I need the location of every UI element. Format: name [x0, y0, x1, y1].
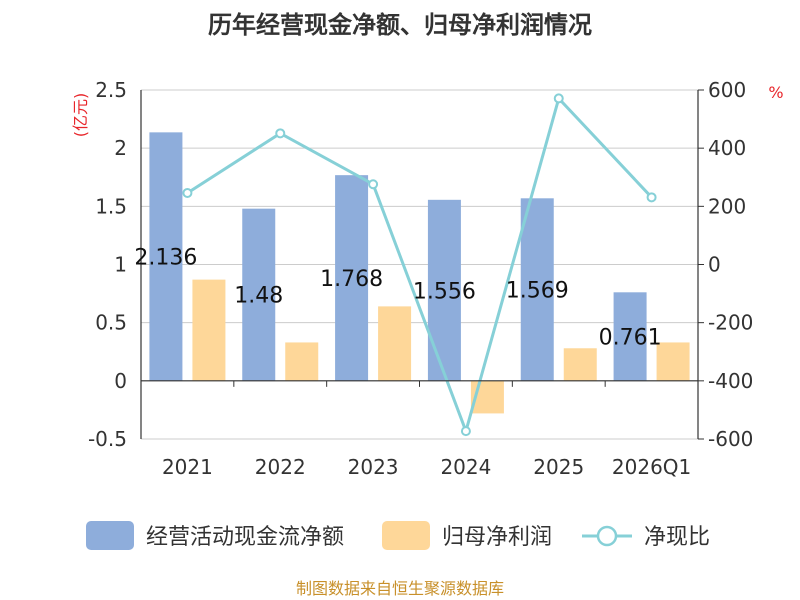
ratio-point [646, 192, 657, 203]
left-tick-label: -0.5 [88, 427, 127, 451]
left-tick-label: 2 [114, 136, 127, 160]
bar-data-label: 1.556 [413, 279, 476, 304]
ratio-point [553, 93, 564, 104]
right-tick-label: -200 [708, 311, 753, 335]
left-tick-label: 0 [114, 369, 127, 393]
tick-labels: 2.5 2 1.5 1 0.5 0 -0.5 600 400 200 0 -200 -400 -600 20… [88, 78, 753, 479]
right-tick-label: -400 [708, 369, 753, 393]
legend-marker-ratio [596, 525, 618, 547]
legend-swatch-profit [382, 521, 430, 550]
axes [140, 89, 704, 440]
left-axis-unit: (亿元) [71, 93, 90, 138]
ratio-point [368, 179, 379, 190]
bar-data-label: 2.136 [134, 246, 197, 271]
x-tick-label: 2024 [440, 455, 491, 479]
right-tick-label: 400 [708, 136, 746, 160]
bar [520, 198, 554, 381]
bars [149, 132, 690, 414]
legend-label-profit: 归母净利润 [442, 525, 552, 550]
ratio-point [460, 426, 471, 437]
bar-data-label: 0.761 [599, 326, 662, 351]
bar [563, 348, 597, 381]
legend: 经营活动现金流净额 归母净利润 净现比 [86, 521, 710, 550]
right-tick-label: 200 [708, 194, 746, 218]
right-axis-unit: % [768, 83, 783, 102]
ratio-line-path [186, 95, 653, 436]
x-tick-label: 2023 [348, 455, 399, 479]
right-tick-label: 600 [708, 78, 746, 102]
bar-data-label: 1.569 [506, 279, 569, 304]
x-tick-label: 2025 [533, 455, 584, 479]
x-tick-label: 2021 [162, 455, 213, 479]
ratio-point [182, 187, 193, 198]
left-tick-label: 1.5 [95, 194, 127, 218]
bar [149, 132, 183, 381]
bar [656, 342, 690, 381]
bar-data-label: 1.48 [234, 284, 283, 309]
legend-label-cashflow: 经营活动现金流净额 [146, 525, 344, 550]
bar [427, 199, 461, 381]
ratio-line [182, 93, 657, 437]
bar [192, 279, 226, 381]
x-tick-label: 2022 [255, 455, 306, 479]
right-tick-label: -600 [708, 427, 753, 451]
right-tick-label: 0 [708, 253, 721, 277]
bar [242, 208, 276, 381]
bar [613, 292, 647, 381]
legend-label-ratio: 净现比 [644, 525, 710, 550]
left-tick-label: 1 [114, 253, 127, 277]
legend-swatch-cashflow [86, 521, 134, 550]
x-tick-label: 2026Q1 [612, 455, 691, 479]
bar [285, 342, 319, 381]
data-labels: 2.136 1.48 1.768 1.556 1.569 0.761 [134, 246, 661, 351]
ratio-point [275, 128, 286, 139]
bar [378, 306, 412, 381]
left-tick-label: 2.5 [95, 78, 127, 102]
chart-title: 历年经营现金净额、归母净利润情况 [208, 11, 592, 39]
bar [335, 175, 369, 381]
bar-data-label: 1.768 [320, 267, 383, 292]
source-note: 制图数据来自恒生聚源数据库 [296, 579, 504, 598]
left-tick-label: 0.5 [95, 311, 127, 335]
